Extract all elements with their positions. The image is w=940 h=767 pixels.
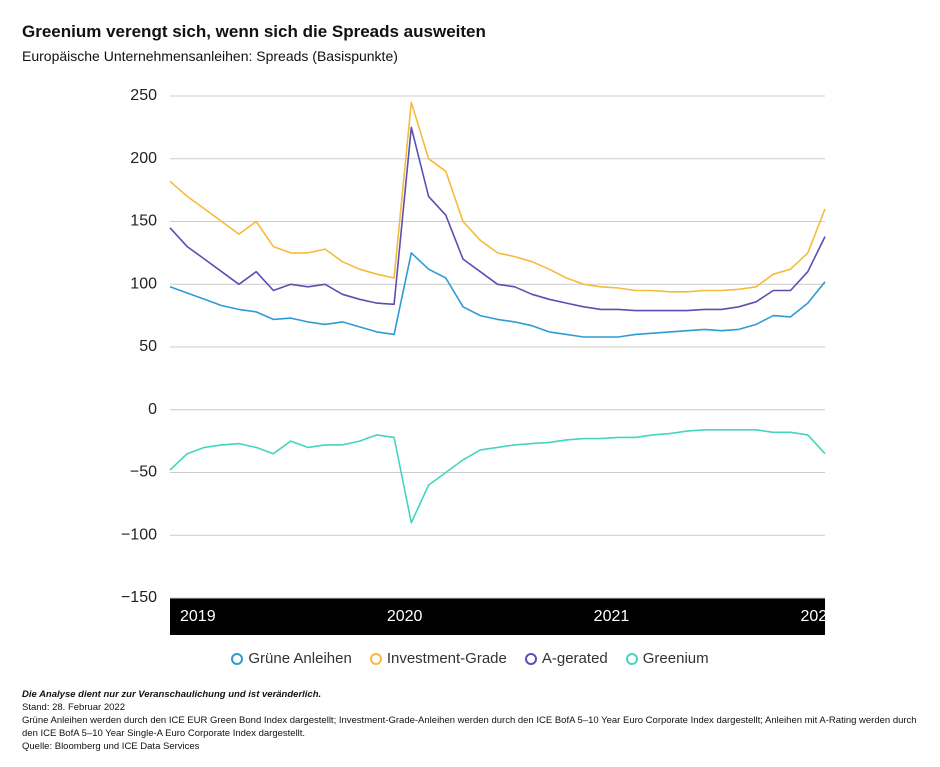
line-series <box>169 252 826 338</box>
legend-label: A-gerated <box>541 650 608 667</box>
note: Die Analyse dient nur zur Veranschaulich… <box>22 689 322 700</box>
legend-marker <box>231 652 244 665</box>
note: Quelle: Bloomberg und ICE Data Services <box>22 741 200 752</box>
legend: Grüne Anleihen Investment-Grade A-gerated G… <box>0 650 940 667</box>
line-series <box>169 101 826 293</box>
legend-label: Greenium <box>642 650 709 667</box>
line-series <box>169 429 826 524</box>
legend-item: Investment-Grade <box>369 650 507 667</box>
note: Grüne Anleihen werden durch den ICE EUR … <box>22 715 917 739</box>
y-tick-label: 0 <box>148 401 157 418</box>
notes: Die Analyse dient nur zur Veranschaulich… <box>22 688 922 753</box>
x-tick-label: 2019 <box>180 608 216 625</box>
legend-item: Greenium <box>625 650 709 667</box>
legend-marker <box>625 652 638 665</box>
x-tick-label: 2020 <box>387 608 423 625</box>
y-tick-label: −50 <box>130 464 157 481</box>
chart: −150 −100 −50 0 50 100 150 200 250 2019 2020 2021 20… <box>120 87 837 635</box>
x-axis-band <box>170 598 825 635</box>
y-tick-label: 150 <box>130 213 157 230</box>
legend-item: Grüne Anleihen <box>231 650 352 667</box>
legend-marker <box>524 652 537 665</box>
y-tick-label: 200 <box>130 150 157 167</box>
x-tick-label: 2022 <box>801 608 837 625</box>
legend-label: Investment-Grade <box>386 650 507 667</box>
chart-title: Greenium verengt sich, wenn sich die Spr… <box>22 22 486 41</box>
y-tick-label: 50 <box>139 338 157 355</box>
line-series <box>169 126 826 312</box>
y-tick-label: −100 <box>121 526 157 543</box>
y-tick-label: −150 <box>121 589 157 606</box>
y-tick-label: 250 <box>130 87 157 104</box>
legend-marker <box>369 652 382 665</box>
chart-subtitle: Europäische Unternehmensanleihen: Spread… <box>22 48 398 64</box>
x-tick-label: 2021 <box>594 608 630 625</box>
y-tick-label: 100 <box>130 275 157 292</box>
legend-item: A-gerated <box>524 650 608 667</box>
legend-label: Grüne Anleihen <box>248 650 352 667</box>
note: Stand: 28. Februar 2022 <box>22 702 125 713</box>
